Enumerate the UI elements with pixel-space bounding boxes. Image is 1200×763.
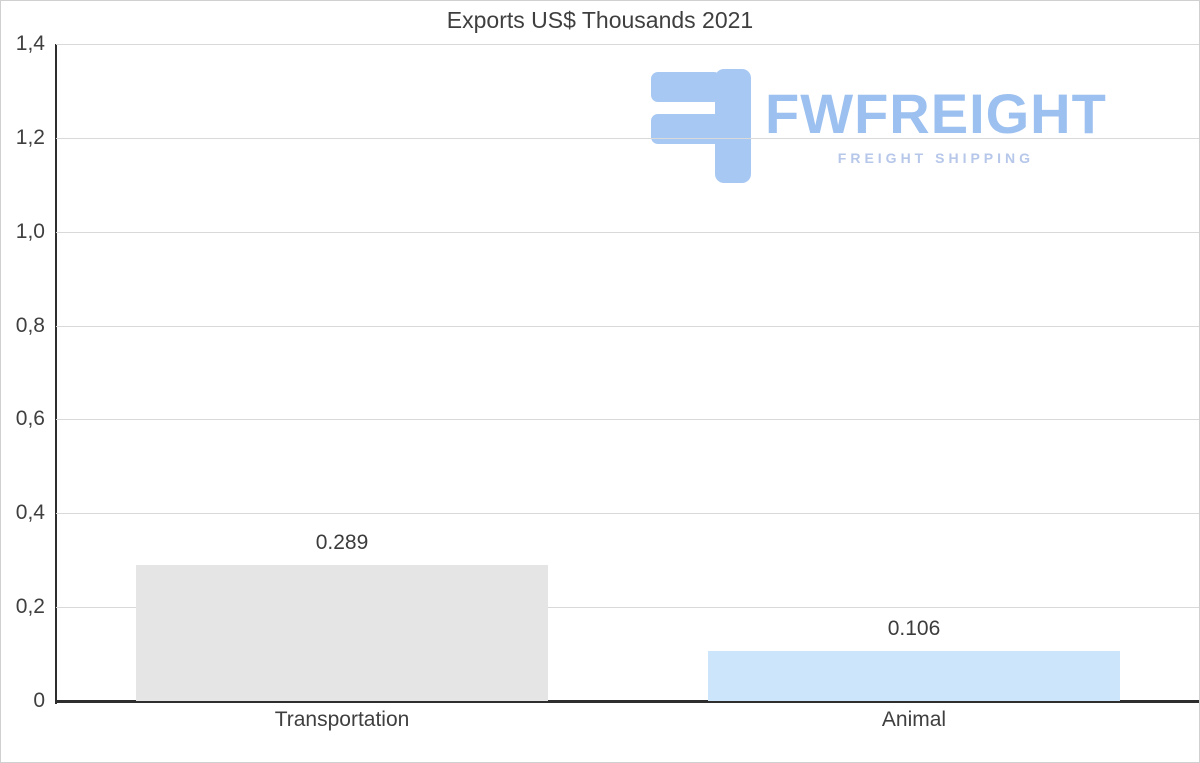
bar-value-label: 0.106	[887, 617, 941, 641]
gridline	[56, 513, 1199, 515]
logo-icon-shapes	[651, 69, 751, 183]
chart-title: Exports US$ Thousands 2021	[446, 7, 754, 33]
fwfreight-logo: FWFREIGHT FREIGHT SHIPPING	[651, 69, 1107, 183]
y-tick-label: 0,8	[15, 313, 45, 337]
logo-brand-text: FWFREIGHT	[765, 82, 1107, 145]
bar-transportation	[136, 565, 548, 701]
y-tick-label: 0,2	[15, 595, 45, 619]
gridline	[56, 607, 1199, 609]
y-tick-label: 1,0	[15, 219, 45, 243]
y-tick-label: 0,4	[15, 501, 45, 525]
gridline	[56, 325, 1199, 327]
gridline	[56, 231, 1199, 233]
gridline	[56, 137, 1199, 139]
logo-text-block: FWFREIGHT FREIGHT SHIPPING	[765, 82, 1107, 167]
y-tick-label: 0,6	[15, 407, 45, 431]
gridline	[56, 44, 1199, 45]
bar-animal	[708, 651, 1120, 701]
y-tick-label: 1,2	[15, 125, 45, 149]
y-axis-line	[55, 44, 57, 704]
gridline	[56, 419, 1199, 421]
y-tick-label: 1,4	[15, 32, 45, 55]
y-tick-label: 0	[33, 689, 45, 712]
logo-tagline-text: FREIGHT SHIPPING	[837, 150, 1035, 166]
x-axis-line	[55, 700, 1199, 703]
fwfreight-logo-icon	[651, 69, 751, 183]
bar-value-label: 0.289	[315, 531, 369, 555]
x-category-label: Transportation	[274, 708, 410, 731]
x-category-label: Animal	[881, 708, 947, 731]
